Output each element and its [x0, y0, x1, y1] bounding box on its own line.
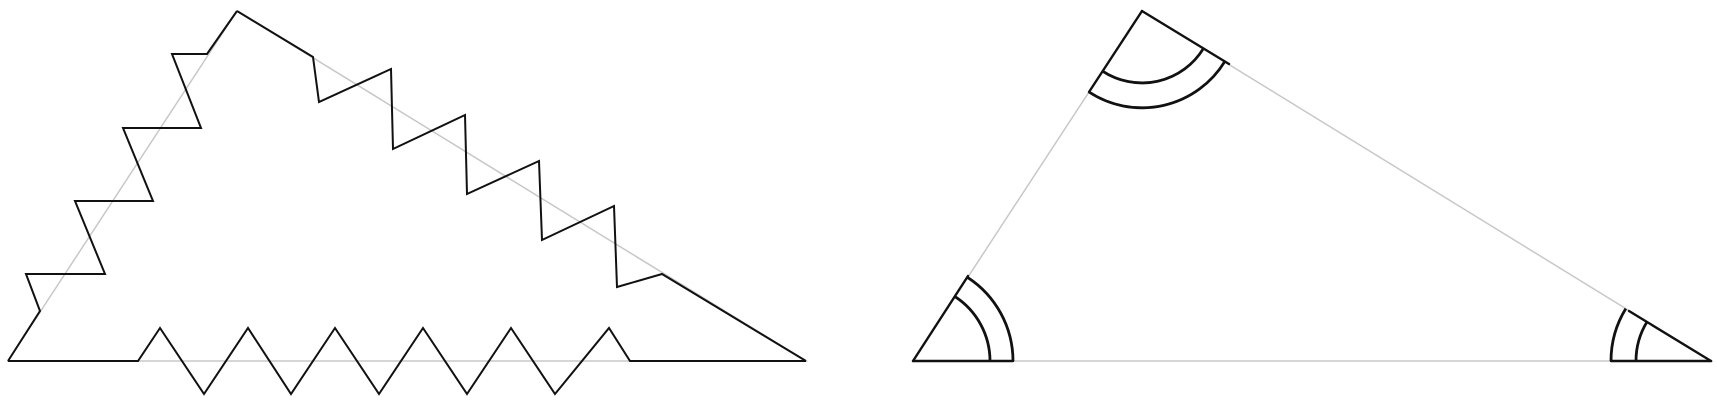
top-vertex-outer-arc — [1088, 61, 1226, 110]
top-vertex-left-ray — [1087, 9, 1144, 94]
bottom-left-vertex-outer-arc — [966, 276, 1015, 362]
bottom-right-vertex-upper-ray — [1627, 309, 1713, 363]
right-triangle-guide-outline — [911, 9, 1714, 362]
bottom-left-vertex-inner-arc — [954, 295, 992, 362]
bottom-left-vertex-upper-ray — [911, 274, 970, 363]
top-vertex-angle-mark — [1087, 9, 1231, 110]
right-panel-angle-triangle — [911, 9, 1714, 363]
bottom-right-vertex-inner-arc — [1634, 320, 1649, 362]
bottom-right-vertex-outer-arc — [1609, 307, 1627, 362]
bottom-zigzag-cut-edge — [8, 326, 806, 396]
top-vertex-right-ray — [1140, 9, 1231, 66]
bottom-right-vertex-angle-mark — [1609, 307, 1713, 363]
bottom-left-vertex-angle-mark — [911, 274, 1015, 363]
left-panel-torn-triangle — [6, 9, 809, 396]
left-triangle-guide-outline — [6, 9, 809, 362]
top-vertex-inner-arc — [1101, 47, 1205, 85]
upper-right-zigzag-cut-edge — [236, 10, 807, 362]
upper-left-zigzag-cut-edge — [7, 10, 238, 362]
